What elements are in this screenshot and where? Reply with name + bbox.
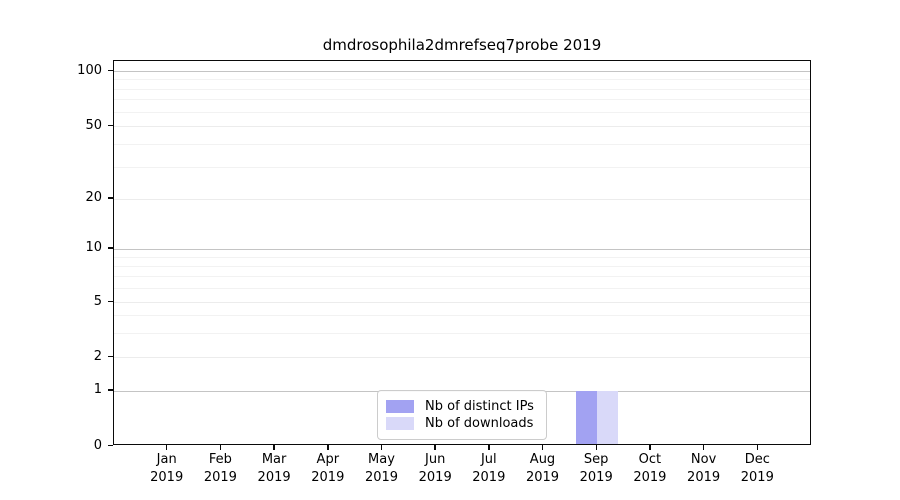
y-tick-label: 100 [77,62,102,78]
y-tick-label: 10 [85,240,102,256]
x-tick-mark [273,445,275,450]
x-tick-mark [595,445,597,450]
y-tick-mark [108,355,113,358]
x-tick-label: Apr 2019 [311,452,345,485]
gridline-major [114,302,810,303]
x-tick-label: Dec 2019 [740,452,774,485]
gridline-minor [114,332,810,334]
x-tick-label: Mar 2019 [257,452,291,485]
y-tick-mark [108,444,113,446]
gridline-major [114,126,810,128]
legend-label-downloads: Nb of downloads [425,416,534,431]
y-tick-label: 0 [93,437,102,453]
bar-distinct-ips [576,390,598,444]
y-tick-mark [108,300,113,302]
gridline-minor [114,99,810,101]
x-tick-mark [165,445,168,450]
legend-swatch-downloads [386,417,414,430]
x-tick-label: Feb 2019 [203,452,237,485]
plot-area [113,60,811,445]
x-tick-mark [488,445,490,450]
legend: Nb of distinct IPs Nb of downloads [377,390,547,440]
x-tick-label: Sep 2019 [579,452,613,485]
x-tick-mark [327,445,329,450]
gridline-major [114,248,810,250]
x-tick-mark [756,445,759,450]
gridline-minor [114,88,810,90]
gridline-minor [114,266,810,267]
y-tick-label: 1 [93,382,102,398]
y-tick-mark [108,69,113,71]
gridline-major [114,71,810,72]
y-tick-mark [108,197,113,199]
x-tick-label: Nov 2019 [687,452,721,485]
y-tick-mark [108,389,113,391]
legend-item-downloads: Nb of downloads [386,416,537,431]
y-tick-label: 50 [85,117,102,133]
y-tick-label: 20 [85,190,102,206]
legend-item-distinct-ips: Nb of distinct IPs [386,399,537,414]
gridline-minor [114,143,810,145]
x-tick-mark [380,445,383,450]
legend-label-distinct-ips: Nb of distinct IPs [425,399,534,414]
x-tick-mark [219,445,222,450]
gridline-minor [114,257,810,258]
legend-swatch-distinct-ips [386,400,414,413]
gridline-minor [114,288,810,289]
gridline-minor [114,79,810,81]
x-tick-mark [541,445,544,450]
gridline-major [114,357,810,359]
bar-downloads [597,390,619,444]
y-tick-label: 2 [93,348,102,364]
gridline-major [114,198,810,200]
y-tick-mark [108,124,113,127]
gridline-minor [114,166,810,168]
x-tick-label: May 2019 [364,452,399,485]
x-tick-label: Aug 2019 [525,452,560,485]
gridline-minor [114,315,810,317]
gridline-minor [114,276,810,278]
x-tick-label: Jun 2019 [418,452,452,485]
y-tick-label: 5 [93,293,102,309]
x-tick-mark [702,445,705,450]
gridline-minor [114,111,810,113]
chart-title: dmdrosophila2dmrefseq7probe 2019 [322,36,602,54]
x-tick-label: Oct 2019 [633,452,667,485]
x-tick-mark [434,445,436,450]
y-tick-mark [108,247,113,249]
x-tick-label: Jan 2019 [150,452,184,485]
x-tick-label: Jul 2019 [472,452,506,485]
x-tick-mark [649,445,651,450]
